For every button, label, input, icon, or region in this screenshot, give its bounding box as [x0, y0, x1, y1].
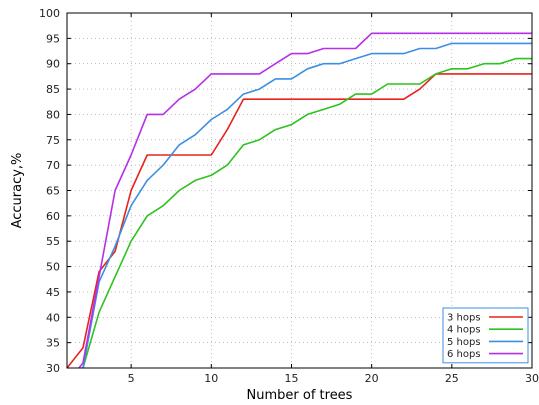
x-tick-label: 5 [128, 372, 135, 385]
x-tick-label: 10 [204, 372, 218, 385]
y-tick-label: 65 [46, 185, 60, 198]
y-tick-label: 35 [46, 337, 60, 350]
series-line-4-hops [81, 57, 532, 368]
y-axis-title: Accuracy,% [10, 153, 25, 229]
axis-ticks: 30 35 40 45 50 55 60 65 70 75 80 85 90 95 100 5 10 15 20 25… [39, 7, 539, 385]
x-tick-label: 30 [525, 372, 539, 385]
legend-label: 4 hops [447, 325, 481, 336]
series-lines [67, 32, 532, 368]
series-line-6-hops [77, 32, 532, 368]
y-tick-label: 75 [46, 134, 60, 147]
x-tick-label: 20 [365, 372, 379, 385]
y-tick-label: 30 [46, 362, 60, 375]
y-tick-label: 45 [46, 286, 60, 299]
y-tick-label: 50 [46, 261, 60, 274]
legend-label: 3 hops [447, 313, 481, 324]
y-tick-label: 60 [46, 210, 60, 223]
series-line-3-hops [67, 73, 532, 368]
y-tick-label: 90 [46, 58, 60, 71]
legend-label: 6 hops [447, 349, 481, 360]
y-tick-label: 70 [46, 159, 60, 172]
y-tick-label: 100 [39, 7, 60, 20]
y-tick-label: 85 [46, 83, 60, 96]
y-tick-label: 80 [46, 108, 60, 121]
y-tick-label: 55 [46, 235, 60, 248]
x-tick-label: 25 [445, 372, 459, 385]
legend-label: 5 hops [447, 337, 481, 348]
x-axis-title: Number of trees [247, 388, 353, 403]
x-tick-label: 15 [284, 372, 298, 385]
y-tick-label: 40 [46, 311, 60, 324]
grid [67, 13, 532, 368]
y-tick-label: 95 [46, 32, 60, 45]
series-line-5-hops [81, 42, 532, 368]
